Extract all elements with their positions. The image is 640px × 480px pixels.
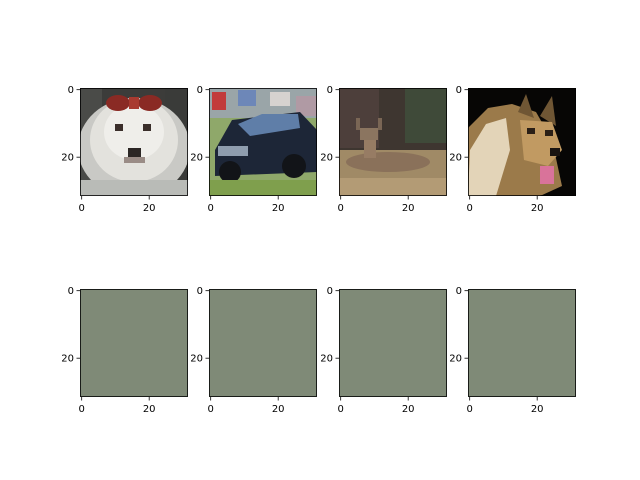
car-grille: [218, 146, 248, 156]
y-tick-label: 0: [327, 286, 333, 297]
deer-bg-right: [405, 88, 447, 143]
shepherd-tongue: [540, 166, 554, 184]
car-bg-pink: [296, 96, 317, 116]
x-tick-label: 0: [338, 203, 344, 214]
y-tick-label: 0: [197, 85, 203, 96]
axes-0-3: 0 20 0 20: [449, 85, 576, 214]
y-tick-label: 0: [68, 85, 74, 96]
shepherd-chest: [468, 118, 510, 196]
x-tick-label: 20: [531, 203, 544, 214]
dog-bow-center: [129, 97, 139, 109]
shepherd-ear-right: [540, 96, 556, 126]
axes-0-2: 0 20 0 20: [320, 85, 447, 214]
x-tick-label: 0: [467, 203, 473, 214]
dog-nose: [128, 148, 141, 157]
y-tick-label: 20: [190, 153, 203, 164]
deer-ground-front: [339, 178, 447, 196]
y-tick-label: 0: [456, 286, 462, 297]
axes-0-0: 0 20 0 20: [61, 85, 188, 214]
deer-neck: [364, 136, 376, 158]
x-tick-label: 0: [338, 404, 344, 415]
axes-frame: [339, 289, 447, 397]
axes-frame: [209, 88, 317, 196]
dog-eye-right: [143, 124, 151, 131]
axes-frame: [468, 289, 576, 397]
dog-mouth: [124, 157, 145, 163]
deer-body: [346, 152, 430, 172]
x-tick-label: 0: [467, 404, 473, 415]
car-windshield: [238, 114, 300, 136]
deer-head: [360, 128, 378, 140]
car-bg-blue: [238, 90, 256, 106]
x-tick-label: 20: [531, 404, 544, 415]
y-tick-label: 20: [61, 354, 74, 365]
y-tick-label: 20: [190, 354, 203, 365]
car-grass: [209, 180, 317, 196]
dog-bow-right: [138, 95, 162, 111]
x-tick-label: 20: [143, 404, 156, 415]
axes-frame: [339, 88, 447, 196]
axes-frame: [468, 88, 576, 196]
dog-eye-left: [115, 124, 123, 131]
y-tick-label: 0: [197, 286, 203, 297]
x-tick-label: 0: [208, 404, 214, 415]
axes-1-1: 0 20 0 20: [190, 286, 317, 415]
x-tick-label: 0: [208, 203, 214, 214]
x-tick-label: 20: [272, 404, 285, 415]
deer-antler-right: [378, 118, 382, 130]
flat-image-panel-4: [80, 289, 188, 397]
image-panel-deer: [339, 88, 447, 196]
y-tick-label: 0: [68, 286, 74, 297]
car-bg-white: [270, 92, 290, 106]
x-tick-label: 0: [79, 203, 85, 214]
x-tick-label: 20: [402, 404, 415, 415]
shepherd-eye-right: [545, 130, 553, 136]
shepherd-nose: [550, 148, 560, 156]
y-tick-label: 20: [320, 354, 333, 365]
axes-1-3: 0 20 0 20: [449, 286, 576, 415]
flat-image-panel-7: [468, 289, 576, 397]
x-tick-label: 20: [143, 203, 156, 214]
x-tick-label: 20: [402, 203, 415, 214]
shepherd-eye-left: [527, 128, 535, 134]
image-panel-car: [209, 88, 317, 196]
car-wheel-rear: [282, 154, 306, 178]
car-bg-red: [212, 92, 226, 110]
axes-frame: [209, 289, 317, 397]
x-tick-label: 20: [272, 203, 285, 214]
axes-1-2: 0 20 0 20: [320, 286, 447, 415]
axes-frame: [80, 289, 188, 397]
flat-panels-row: [80, 289, 576, 397]
y-tick-label: 20: [449, 354, 462, 365]
dog-bow-left: [106, 95, 130, 111]
y-tick-label: 20: [320, 153, 333, 164]
image-panel-shepherd: [468, 88, 576, 196]
y-tick-label: 0: [327, 85, 333, 96]
x-tick-label: 0: [79, 404, 85, 415]
y-tick-label: 0: [456, 85, 462, 96]
y-tick-label: 20: [449, 153, 462, 164]
image-panel-dog: [80, 88, 188, 196]
car-wheel-front: [219, 161, 241, 183]
axes-1-0: 0 20 0 20: [61, 286, 188, 415]
shepherd-ear-left: [518, 94, 534, 118]
axes-frame: [80, 88, 188, 196]
dog-fur-bottom: [80, 180, 188, 196]
y-tick-label: 20: [61, 153, 74, 164]
axes-0-1: 0 20 0 20: [190, 85, 317, 214]
deer-antler-left: [356, 118, 360, 130]
dog-face: [104, 104, 164, 160]
flat-image-panel-5: [209, 289, 317, 397]
flat-image-panel-6: [339, 289, 447, 397]
